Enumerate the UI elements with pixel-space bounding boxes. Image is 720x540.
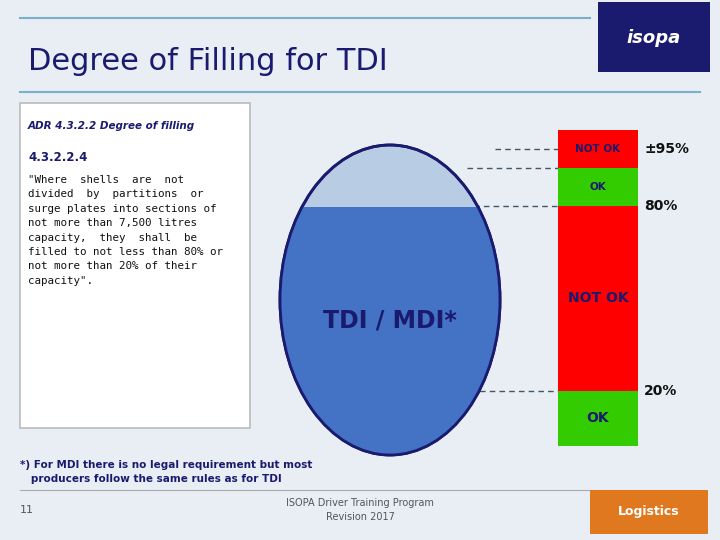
Bar bbox=[558, 130, 638, 168]
Text: Logistics: Logistics bbox=[618, 505, 680, 518]
Bar bbox=[590, 490, 708, 534]
Text: Degree of Filling for TDI: Degree of Filling for TDI bbox=[28, 48, 388, 77]
Text: OK: OK bbox=[587, 411, 609, 426]
Bar bbox=[558, 206, 638, 391]
Text: ±95%: ±95% bbox=[644, 142, 689, 156]
Bar bbox=[280, 207, 500, 455]
Ellipse shape bbox=[280, 145, 500, 455]
Bar bbox=[598, 2, 710, 72]
Bar bbox=[558, 168, 638, 206]
Text: NOT OK: NOT OK bbox=[567, 292, 629, 306]
Text: *) For MDI there is no legal requirement but most
   producers follow the same r: *) For MDI there is no legal requirement… bbox=[20, 460, 312, 484]
Text: 80%: 80% bbox=[644, 199, 678, 213]
Text: isopa: isopa bbox=[627, 29, 681, 47]
Bar bbox=[558, 391, 638, 446]
Text: ISOPA Driver Training Program
Revision 2017: ISOPA Driver Training Program Revision 2… bbox=[286, 498, 434, 522]
Text: TDI / MDI*: TDI / MDI* bbox=[323, 308, 457, 332]
Bar bbox=[20, 103, 250, 428]
Text: 4.3.2.2.4: 4.3.2.2.4 bbox=[28, 151, 87, 164]
Text: NOT OK: NOT OK bbox=[575, 144, 621, 154]
Text: 11: 11 bbox=[20, 505, 34, 515]
Text: "Where  shells  are  not
divided  by  partitions  or
surge plates into sections : "Where shells are not divided by partiti… bbox=[28, 175, 223, 286]
Text: ADR 4.3.2.2 Degree of filling: ADR 4.3.2.2 Degree of filling bbox=[28, 121, 195, 131]
Text: 20%: 20% bbox=[644, 384, 678, 398]
Text: OK: OK bbox=[590, 182, 606, 192]
